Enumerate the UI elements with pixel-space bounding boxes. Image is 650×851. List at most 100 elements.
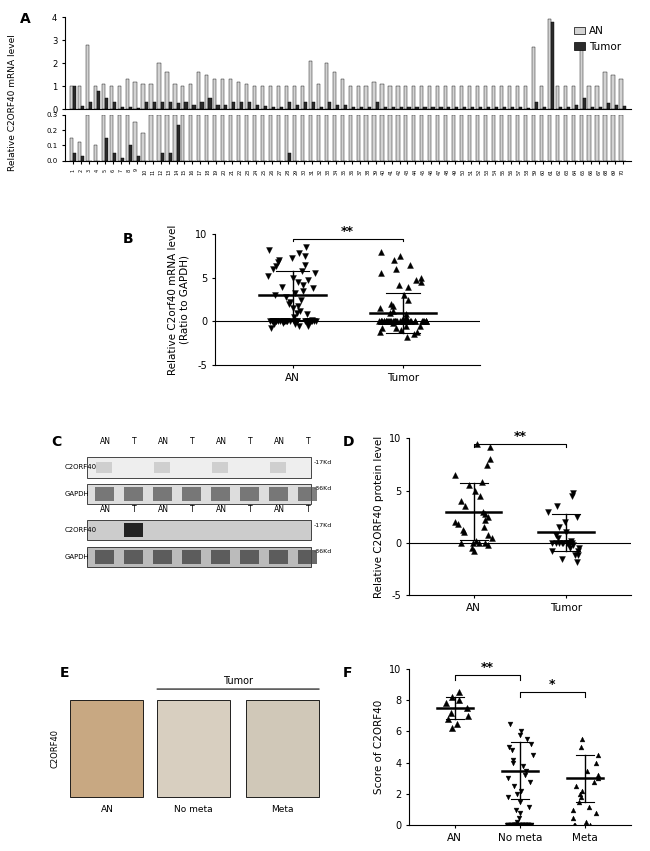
Point	[508, 819, 519, 832]
Bar	[124, 487, 142, 501]
Text: AN: AN	[158, 505, 169, 514]
Point	[292, 315, 302, 328]
Bar	[356, 86, 359, 109]
Bar	[182, 550, 201, 564]
Bar	[519, 107, 522, 109]
Bar	[580, 115, 582, 161]
Point	[585, 819, 595, 832]
Point	[553, 536, 564, 550]
Point	[271, 315, 281, 328]
Point	[521, 764, 531, 778]
Bar	[113, 153, 116, 161]
Bar	[277, 86, 280, 109]
Bar	[70, 86, 73, 109]
Point	[483, 528, 493, 541]
Bar	[388, 115, 391, 161]
Bar	[177, 125, 179, 161]
Point	[289, 315, 300, 328]
Bar	[73, 86, 76, 109]
Bar	[145, 102, 148, 109]
Point	[468, 536, 478, 550]
Bar	[153, 102, 156, 109]
Point	[405, 315, 415, 328]
Text: C2ORF40: C2ORF40	[65, 465, 97, 471]
Bar	[408, 107, 411, 109]
Point	[279, 315, 289, 328]
Point	[569, 819, 579, 832]
Point	[567, 489, 577, 503]
Bar	[301, 115, 304, 161]
Point	[398, 288, 409, 302]
Point	[277, 280, 287, 294]
Bar	[221, 115, 224, 161]
Bar	[603, 72, 606, 109]
Point	[485, 440, 495, 454]
Point	[399, 315, 410, 328]
Bar	[415, 107, 419, 109]
Bar	[336, 105, 339, 109]
Point	[385, 315, 396, 328]
Point	[476, 476, 487, 489]
Bar	[113, 102, 116, 109]
Bar	[575, 105, 578, 109]
Point	[510, 819, 521, 832]
Point	[556, 536, 567, 550]
Point	[516, 784, 526, 797]
Point	[510, 819, 521, 832]
Bar	[582, 98, 586, 109]
Point	[508, 753, 518, 767]
Text: AN: AN	[158, 437, 169, 446]
Bar	[551, 21, 554, 109]
Bar	[439, 107, 443, 109]
Bar	[548, 115, 551, 161]
Point	[384, 315, 395, 328]
Point	[508, 819, 519, 832]
Bar	[352, 107, 355, 109]
Point	[281, 315, 292, 328]
Bar	[189, 83, 192, 109]
Point	[460, 500, 470, 513]
Point	[395, 249, 405, 263]
Bar	[619, 115, 623, 161]
Point	[517, 819, 527, 832]
Bar	[503, 107, 506, 109]
Bar	[245, 83, 248, 109]
Bar	[532, 47, 535, 109]
Bar	[157, 700, 230, 797]
Point	[592, 748, 603, 762]
Point	[267, 315, 278, 328]
Text: T: T	[190, 505, 195, 514]
Bar	[372, 115, 376, 161]
Point	[410, 315, 420, 328]
Point	[593, 768, 603, 782]
Point	[514, 811, 525, 825]
Bar	[157, 115, 161, 161]
Point	[390, 315, 400, 328]
Bar	[150, 115, 153, 161]
Point	[560, 515, 571, 528]
Point	[450, 515, 460, 528]
Bar	[240, 102, 243, 109]
Point	[285, 315, 296, 328]
Point	[280, 315, 291, 328]
Bar	[189, 115, 192, 161]
Point	[547, 536, 558, 550]
Point	[576, 791, 586, 804]
Bar	[580, 49, 582, 109]
Point	[302, 272, 313, 286]
Bar	[344, 105, 347, 109]
Point	[408, 328, 419, 341]
Y-axis label: Relative C2ORF40 protein level: Relative C2ORF40 protein level	[374, 436, 383, 598]
Point	[572, 510, 582, 523]
Point	[561, 526, 571, 540]
Point	[264, 243, 274, 257]
Point	[554, 521, 564, 534]
Point	[293, 299, 304, 312]
Bar	[479, 107, 482, 109]
Point	[296, 264, 307, 277]
Point	[391, 322, 401, 335]
Point	[525, 819, 536, 832]
Bar	[118, 115, 121, 161]
Point	[374, 315, 385, 328]
Point	[270, 315, 281, 328]
